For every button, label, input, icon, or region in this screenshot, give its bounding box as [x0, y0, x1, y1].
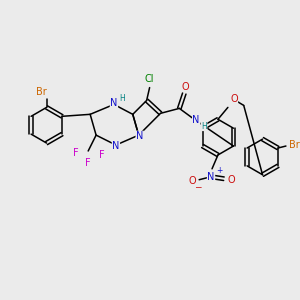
Text: N: N [110, 98, 118, 108]
Text: N: N [207, 172, 215, 182]
Text: H: H [201, 122, 207, 131]
Text: F: F [99, 150, 105, 160]
Text: H: H [119, 94, 125, 103]
Text: F: F [74, 148, 79, 158]
Text: N: N [136, 131, 143, 141]
Text: O: O [182, 82, 189, 92]
Text: O: O [227, 175, 235, 185]
Text: N: N [112, 141, 120, 151]
Text: O: O [188, 176, 196, 186]
Text: N: N [193, 115, 200, 125]
Text: −: − [194, 182, 202, 191]
Text: Br: Br [36, 86, 47, 97]
Text: +: + [216, 166, 222, 175]
Text: O: O [230, 94, 238, 104]
Text: F: F [85, 158, 91, 168]
Text: Br: Br [290, 140, 300, 150]
Text: Cl: Cl [145, 74, 154, 84]
